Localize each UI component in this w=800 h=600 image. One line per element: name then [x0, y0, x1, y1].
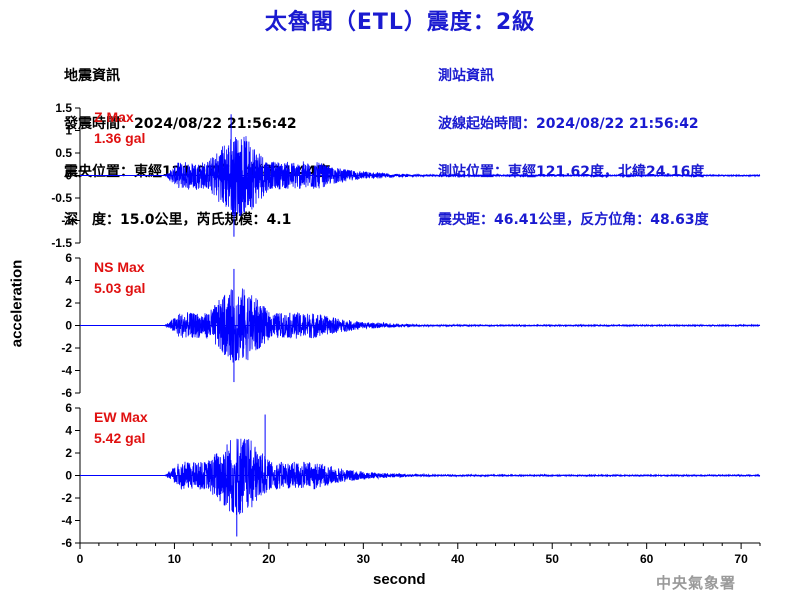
x-tick-label: 50 — [546, 552, 560, 566]
max-label-z: Z Max — [94, 109, 134, 125]
station-distance: 震央距：46.41公里，反方位角：48.63度 — [438, 212, 709, 228]
station-info-block: 測站資訊 波線起始時間：2024/08/22 21:56:42 測站位置：東經1… — [438, 36, 709, 244]
y-tick-label: 1.5 — [55, 101, 72, 115]
x-tick-label: 10 — [168, 552, 182, 566]
waveform-trace-ns — [80, 288, 761, 363]
y-tick-label: 0 — [65, 469, 72, 483]
y-tick-label: -0.5 — [51, 191, 72, 205]
waveform-trace-z — [80, 136, 761, 217]
max-value-label-ew: 5.42 gal — [94, 430, 145, 446]
chart-title: 太魯閣（ETL）震度：2級 — [264, 10, 536, 35]
max-label-ns: NS Max — [94, 259, 145, 275]
y-tick-label: -2 — [61, 491, 72, 505]
max-value-label-z: 1.36 gal — [94, 130, 145, 146]
quake-info-heading: 地震資訊 — [64, 68, 120, 84]
y-tick-label: 4 — [65, 274, 72, 288]
quake-info-block: 地震資訊 發震時間：2024/08/22 21:56:42 震央位置：東經121… — [64, 36, 330, 244]
y-tick-label: -4 — [61, 364, 72, 378]
y-tick-label: -6 — [61, 536, 72, 550]
y-axis-label: acceleration — [8, 259, 26, 348]
x-axis-label: second — [373, 571, 426, 588]
y-tick-label: 2 — [65, 446, 72, 460]
y-tick-label: -2 — [61, 341, 72, 355]
quake-time: 發震時間：2024/08/22 21:56:42 — [64, 116, 297, 132]
y-tick-label: -1 — [61, 214, 72, 228]
x-tick-label: 70 — [734, 552, 748, 566]
x-tick-label: 60 — [640, 552, 654, 566]
cwa-watermark: 中央氣象署 — [656, 574, 737, 592]
waveform-trace-ew — [80, 438, 761, 515]
x-tick-label: 30 — [357, 552, 371, 566]
x-tick-label: 20 — [262, 552, 276, 566]
y-tick-label: -6 — [61, 386, 72, 400]
y-tick-label: 6 — [65, 251, 72, 265]
y-tick-label: 4 — [65, 424, 72, 438]
quake-depth-magnitude: 深 度：15.0公里，芮氏規模：4.1 — [64, 212, 292, 228]
max-value-label-ns: 5.03 gal — [94, 280, 145, 296]
y-tick-label: 0 — [65, 319, 72, 333]
y-tick-label: -4 — [61, 514, 72, 528]
y-tick-label: -1.5 — [51, 236, 72, 250]
station-wave-start: 波線起始時間：2024/08/22 21:56:42 — [438, 116, 699, 132]
y-tick-label: 0 — [65, 169, 72, 183]
x-tick-label: 40 — [451, 552, 465, 566]
x-tick-label: 0 — [77, 552, 84, 566]
y-tick-label: 6 — [65, 401, 72, 415]
max-label-ew: EW Max — [94, 409, 148, 425]
station-info-heading: 測站資訊 — [438, 68, 494, 84]
y-tick-label: 1 — [65, 124, 72, 138]
y-tick-label: 0.5 — [55, 146, 72, 160]
y-tick-label: 2 — [65, 296, 72, 310]
